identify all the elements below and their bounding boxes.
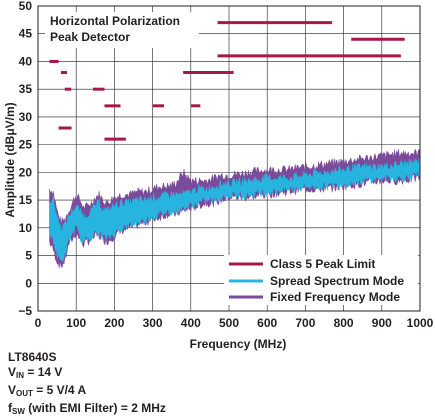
y-tick-label: 35 bbox=[19, 82, 33, 96]
legend-label-spread: Spread Spectrum Mode bbox=[270, 274, 404, 288]
x-tick-label: 500 bbox=[219, 316, 239, 330]
fsw-condition: fSW (with EMI Filter) = 2 MHz bbox=[8, 401, 166, 416]
y-tick-label: 30 bbox=[19, 110, 33, 124]
vout-condition: VOUT = 5 V/4 A bbox=[8, 383, 87, 398]
test-conditions: LT8640S VIN = 14 V VOUT = 5 V/4 A fSW (w… bbox=[8, 350, 166, 419]
x-tick-label: 400 bbox=[181, 316, 201, 330]
annotation-line-2: Peak Detector bbox=[50, 30, 130, 44]
class5-limit-segments bbox=[49, 21, 405, 141]
x-tick-labels: 0 100 200 300 400 500 600 700 800 900 1000 bbox=[35, 316, 434, 330]
x-tick-label: 200 bbox=[104, 316, 124, 330]
x-tick-label: 100 bbox=[66, 316, 86, 330]
legend-label-class5: Class 5 Peak Limit bbox=[270, 257, 375, 271]
x-tick-label: 600 bbox=[257, 316, 277, 330]
plot-frame bbox=[37, 5, 421, 312]
y-tick-label: 15 bbox=[19, 193, 33, 207]
y-tick-label: 45 bbox=[19, 27, 33, 41]
x-tick-label: 700 bbox=[295, 316, 315, 330]
x-tick-label: 0 bbox=[35, 316, 42, 330]
y-tick-label: 10 bbox=[19, 221, 33, 235]
x-axis-label: Frequency (MHz) bbox=[190, 337, 287, 351]
x-tick-label: 300 bbox=[143, 316, 163, 330]
y-tick-label: 5 bbox=[25, 249, 32, 263]
x-tick-label: 1000 bbox=[407, 316, 434, 330]
part-number: LT8640S bbox=[8, 350, 57, 364]
x-tick-label: 900 bbox=[372, 316, 392, 330]
x-tick-label: 800 bbox=[334, 316, 354, 330]
y-tick-label: 40 bbox=[19, 54, 33, 68]
y-tick-label: 25 bbox=[19, 138, 33, 152]
legend: Class 5 Peak Limit Spread Spectrum Mode … bbox=[224, 255, 418, 305]
y-tick-label: 20 bbox=[19, 165, 33, 179]
legend-label-fixed: Fixed Frequency Mode bbox=[270, 290, 400, 304]
series-bands bbox=[49, 148, 421, 269]
vin-condition: VIN = 14 V bbox=[8, 365, 63, 380]
y-tick-labels: −5 0 5 10 15 20 25 30 35 40 45 50 bbox=[18, 0, 32, 318]
y-tick-label: 0 bbox=[25, 276, 32, 290]
annotation-line-1: Horizontal Polarization bbox=[50, 14, 180, 28]
y-tick-label: 50 bbox=[19, 0, 33, 13]
y-tick-label: −5 bbox=[18, 304, 32, 318]
y-axis-label: Amplitude (dBμV/m) bbox=[3, 102, 17, 217]
annotation-box: Horizontal Polarization Peak Detector bbox=[45, 12, 199, 48]
